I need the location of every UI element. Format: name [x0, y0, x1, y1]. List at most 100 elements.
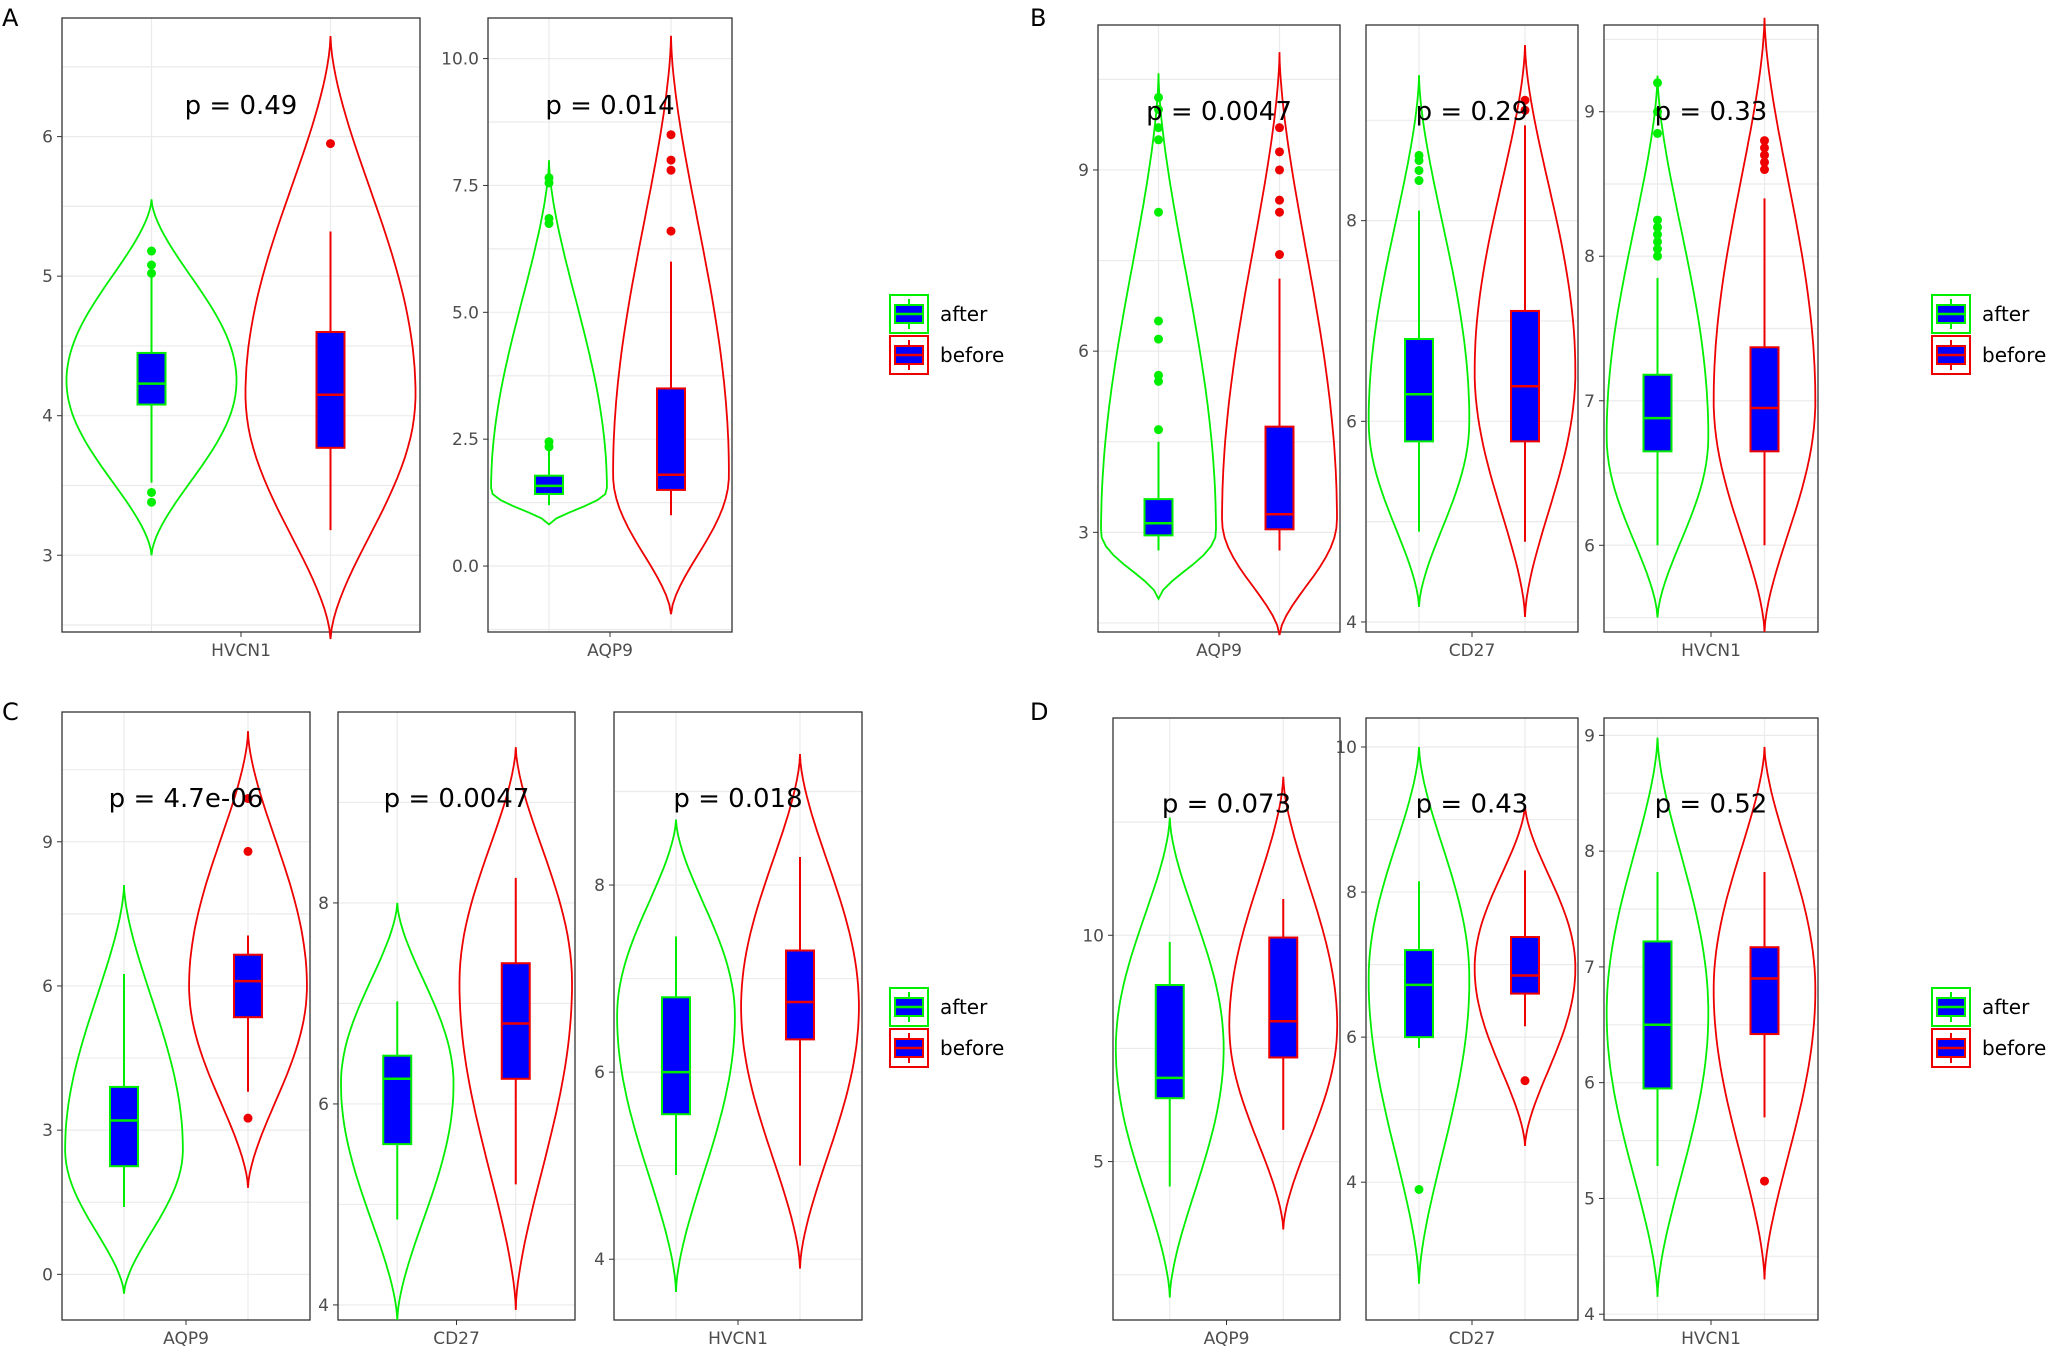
x-category-label: HVCN1 — [1681, 1329, 1741, 1349]
subplot-aqp9: 0.0 2.5 5.0 7.5 10.0 AQP9 p = 0.014 — [441, 17, 733, 661]
before-violin — [1221, 52, 1338, 636]
after-box — [661, 996, 691, 1116]
after-outlier-point — [1154, 207, 1163, 217]
before-box — [1749, 946, 1780, 1036]
after-outlier-point — [147, 487, 156, 497]
before-box — [1510, 309, 1540, 443]
before-outlier-point — [666, 165, 676, 175]
legend: after before — [1931, 987, 2046, 1068]
p-value-label: p = 0.014 — [545, 91, 674, 121]
x-category-label: HVCN1 — [211, 641, 271, 661]
after-box — [109, 1085, 139, 1168]
before-outlier-point — [1760, 1176, 1769, 1186]
after-outlier-point — [1414, 176, 1424, 186]
before-outlier-point — [1520, 95, 1530, 105]
before-violin — [1712, 746, 1817, 1280]
before-outlier-point — [1275, 147, 1284, 157]
panel-c: C 0 3 6 9 AQP9 p = 4.7e-06 4 6 8 CD27 p = 0.0047 4 6 8… — [2, 698, 1004, 1349]
gridlines — [614, 712, 862, 1320]
subplot-aqp9: 3 6 9 AQP9 p = 0.0047 — [1078, 24, 1341, 661]
subplot-aqp9: 5 10 AQP9 p = 0.073 — [1082, 717, 1341, 1349]
after-outlier-point — [1154, 316, 1163, 326]
y-tick-label: 6 — [1346, 412, 1357, 432]
y-tick-label: 6 — [1078, 342, 1089, 362]
y-tick-label: 5 — [1584, 1189, 1595, 1209]
before-outlier-point — [1760, 157, 1769, 167]
y-tick-label: 10 — [1335, 738, 1357, 758]
y-tick-label: 4 — [42, 407, 53, 427]
after-outlier-point — [1653, 251, 1662, 261]
panel-letter: A — [2, 4, 19, 32]
before-violin — [740, 754, 860, 1269]
before-outlier-point — [666, 155, 676, 165]
before-outlier-point — [666, 130, 676, 140]
p-value-label: p = 4.7e-06 — [109, 784, 264, 814]
panel-d: D 5 10 AQP9 p = 0.073 4 6 8 10 CD27 p = 0.43 4 5 6 7 8 9… — [1030, 698, 2046, 1349]
subplot-hvcn1: 4 5 6 7 8 9 HVCN1 p = 0.52 — [1584, 717, 1819, 1349]
subplot-aqp9: 0 3 6 9 AQP9 p = 4.7e-06 — [42, 711, 311, 1349]
p-value-label: p = 0.0047 — [384, 784, 530, 814]
before-violin — [1473, 804, 1577, 1146]
before-outlier-point — [243, 846, 253, 856]
after-violin — [65, 199, 238, 556]
subplot-hvcn1: 4 6 8 HVCN1 p = 0.018 — [594, 711, 863, 1349]
legend: after before — [889, 294, 1004, 375]
after-outlier-point — [1653, 222, 1662, 232]
after-outlier-point — [1653, 244, 1662, 254]
before-outlier-point — [1275, 207, 1284, 217]
after-box — [1404, 949, 1434, 1039]
after-outlier-point — [1653, 107, 1662, 117]
after-box — [1143, 498, 1174, 537]
x-category-label: CD27 — [1449, 1329, 1496, 1349]
before-outlier-point — [326, 139, 335, 149]
after-violin — [1114, 817, 1225, 1298]
gridlines — [62, 18, 420, 632]
y-tick-label: 5.0 — [452, 303, 479, 323]
before-violin — [1228, 776, 1339, 1230]
p-value-label: p = 0.33 — [1655, 97, 1768, 127]
before-outlier-point — [1275, 123, 1284, 133]
after-outlier-point — [1414, 165, 1424, 175]
before-outlier-point — [1760, 136, 1769, 146]
before-violin — [612, 35, 730, 615]
after-outlier-point — [1154, 135, 1163, 145]
y-tick-label: 4 — [318, 1296, 329, 1316]
after-outlier-point — [147, 497, 156, 507]
before-outlier-point — [1760, 165, 1769, 175]
before-violin — [244, 36, 417, 640]
after-violin — [1367, 75, 1471, 607]
after-violin — [64, 884, 184, 1294]
y-tick-label: 8 — [1584, 842, 1595, 862]
subplot-cd27: 4 6 8 CD27 p = 0.29 — [1346, 24, 1579, 661]
y-tick-label: 6 — [1584, 1074, 1595, 1094]
y-tick-label: 9 — [1584, 726, 1595, 746]
before-box — [785, 949, 815, 1041]
before-box — [1749, 346, 1780, 453]
y-tick-label: 6 — [318, 1095, 329, 1115]
after-outlier-point — [1154, 370, 1163, 380]
subplot-cd27: 4 6 8 10 CD27 p = 0.43 — [1335, 717, 1579, 1349]
legend-label-after: after — [940, 995, 988, 1019]
after-outlier-point — [544, 213, 554, 223]
after-box — [1154, 984, 1185, 1100]
legend-label-before: before — [940, 1036, 1004, 1060]
after-outlier-point — [1653, 230, 1662, 240]
y-tick-label: 5 — [1093, 1153, 1104, 1173]
after-outlier-point — [147, 260, 156, 270]
before-box — [233, 953, 263, 1019]
y-tick-label: 8 — [1346, 212, 1357, 232]
panel-b: B 3 6 9 AQP9 p = 0.0047 4 6 8 CD27 p = 0.29 6 7 8 9 HVC… — [1030, 4, 2046, 661]
after-outlier-point — [1653, 78, 1662, 88]
y-tick-label: 3 — [42, 546, 53, 566]
before-outlier-point — [1275, 165, 1284, 175]
y-tick-label: 4 — [1346, 613, 1357, 633]
y-tick-label: 0.0 — [452, 557, 479, 577]
after-outlier-point — [1653, 237, 1662, 247]
after-outlier-point — [1653, 128, 1662, 138]
legend-label-after: after — [1982, 302, 2030, 326]
before-box — [315, 330, 346, 449]
y-tick-label: 6 — [42, 977, 53, 997]
after-outlier-point — [544, 437, 554, 447]
p-value-label: p = 0.49 — [185, 91, 298, 121]
y-tick-label: 2.5 — [452, 430, 479, 450]
